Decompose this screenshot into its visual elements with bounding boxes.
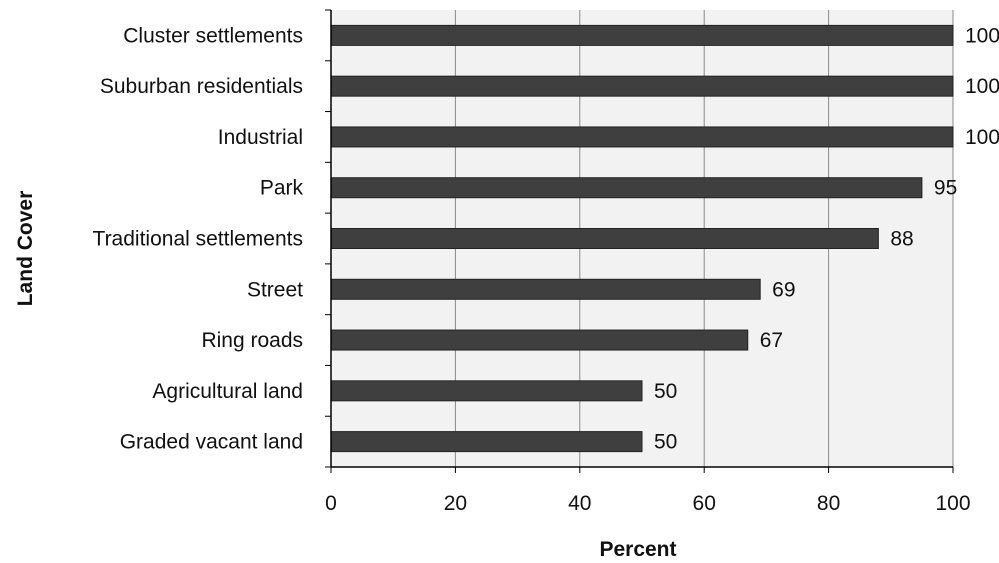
x-axis-title: Percent	[599, 538, 676, 561]
category-label: Cluster settlements	[123, 24, 303, 47]
x-tick-label: 60	[693, 492, 716, 515]
category-label: Suburban residentials	[100, 75, 303, 98]
x-tick-label: 20	[444, 492, 467, 515]
axes	[325, 9, 954, 473]
bar	[330, 24, 954, 46]
value-label: 100	[965, 24, 999, 47]
value-label: 95	[934, 177, 957, 200]
x-tick-label: 100	[935, 492, 970, 515]
value-label: 100	[965, 75, 999, 98]
value-label: 50	[654, 380, 677, 403]
bar	[330, 380, 643, 402]
value-label: 100	[965, 126, 999, 149]
x-tick-label: 80	[817, 492, 840, 515]
category-label: Traditional settlements	[93, 228, 303, 251]
value-label: 67	[760, 329, 783, 352]
category-label: Park	[260, 177, 304, 200]
value-label: 69	[772, 278, 795, 301]
bar	[330, 177, 923, 199]
category-label: Ring roads	[201, 329, 303, 352]
bar	[330, 329, 749, 351]
category-label: Agricultural land	[152, 380, 303, 403]
bar	[330, 75, 954, 97]
value-label: 88	[890, 228, 913, 251]
category-label: Graded vacant land	[120, 431, 303, 454]
bars	[330, 24, 954, 453]
x-tick-label: 40	[568, 492, 591, 515]
category-label: Industrial	[218, 126, 303, 149]
bar	[330, 228, 879, 249]
category-label: Street	[247, 278, 303, 301]
y-axis-title: Land Cover	[14, 191, 37, 307]
bar	[330, 278, 761, 300]
labels: 0 20 40 60 80 100 Cluster settlements 100 Suburb…	[93, 24, 999, 515]
x-tick-label: 0	[325, 492, 337, 515]
bar	[330, 431, 643, 453]
value-label: 50	[654, 431, 677, 454]
bar	[330, 126, 954, 148]
